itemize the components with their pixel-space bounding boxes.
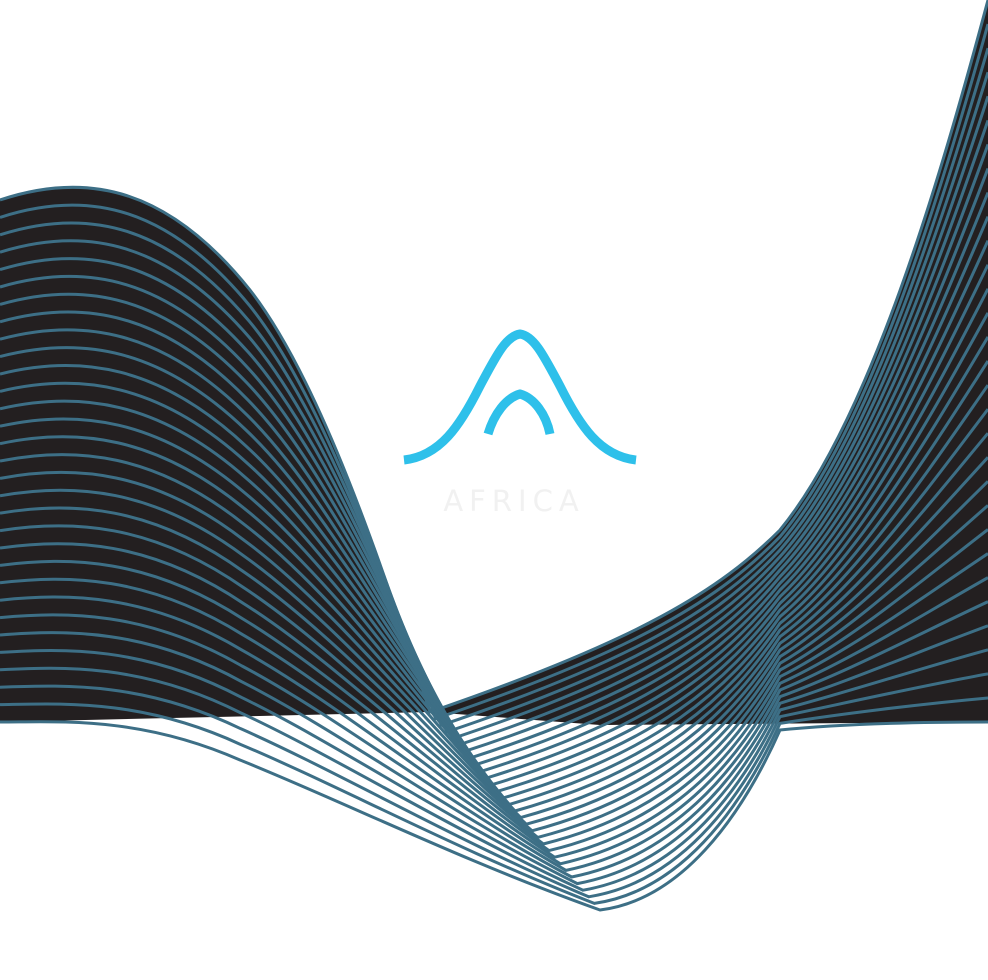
- wave-line: [0, 576, 988, 872]
- wave-line: [0, 600, 988, 879]
- wave-line: [0, 216, 988, 774]
- wave-line: [0, 191, 988, 767]
- wave-line: [0, 528, 988, 859]
- wave-line: [0, 23, 988, 721]
- wave-line: [0, 119, 988, 747]
- double-arch-icon: [403, 329, 637, 465]
- wave-lines: [0, 0, 988, 912]
- wave-line: [0, 71, 988, 734]
- wave-line: [0, 95, 988, 741]
- right-wave-fill: [430, 0, 988, 725]
- wave-line: [0, 47, 988, 728]
- wave-line: [0, 624, 988, 886]
- wave-line: [0, 480, 988, 846]
- wave-line: [0, 552, 988, 866]
- wave-line: [0, 696, 988, 905]
- wave-line: [0, 456, 988, 840]
- wave-line: [0, 720, 988, 912]
- inner-arch: [483, 389, 555, 436]
- wave-line: [0, 672, 988, 899]
- logo-text: AFRICA: [443, 484, 585, 518]
- wave-line: [0, 0, 988, 714]
- wave-line: [0, 504, 988, 853]
- wave-line: [0, 648, 988, 892]
- wave-line: [0, 167, 988, 761]
- wave-line: [0, 143, 988, 754]
- outer-arch: [403, 329, 637, 465]
